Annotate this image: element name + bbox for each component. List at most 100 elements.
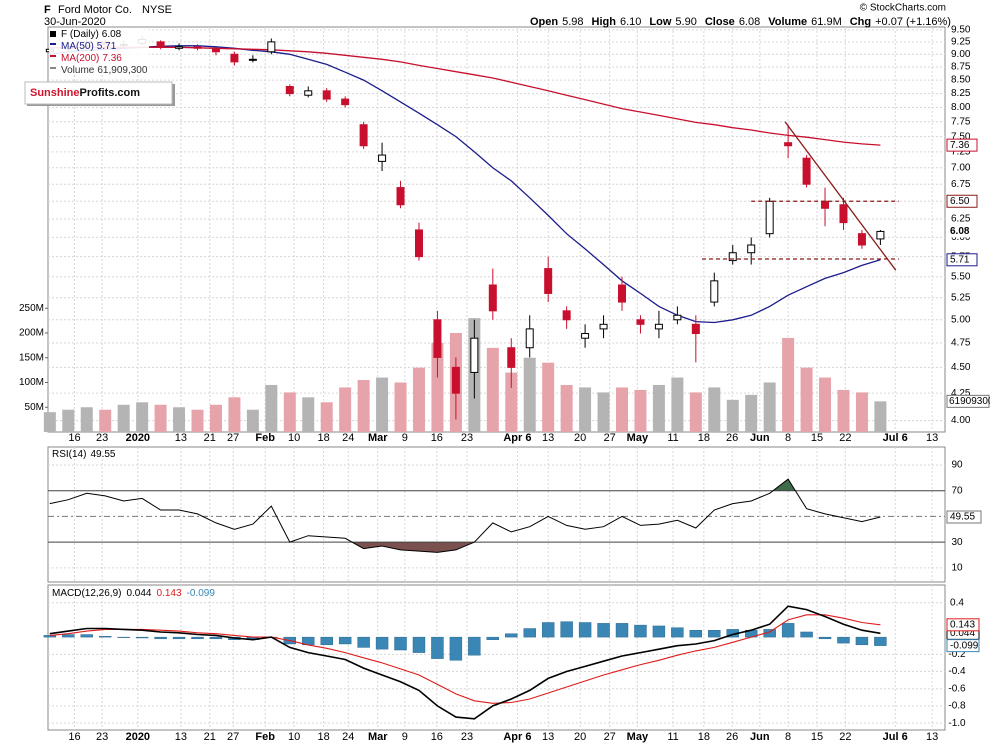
price-tag <box>946 194 978 208</box>
macd-histogram-bar <box>209 636 223 640</box>
x-tick-label: Mar <box>368 731 388 743</box>
macd-histogram-bar <box>597 623 610 638</box>
candle-body <box>378 154 387 162</box>
x-tick-label: Feb <box>255 432 275 444</box>
candle-body <box>654 323 663 330</box>
candle-body <box>765 200 774 235</box>
x-tick-label: 8 <box>785 731 791 743</box>
volume-tick-label: 50M <box>25 402 44 413</box>
x-tick-label: 16 <box>68 731 80 743</box>
macd-histogram-bar <box>634 624 647 638</box>
macd-histogram-bar <box>671 627 684 638</box>
rsi-tag <box>946 510 982 524</box>
macd-tick-label: 0.4 <box>950 597 964 608</box>
y-tick-label: 5.00 <box>951 314 971 325</box>
volume-bar <box>560 384 573 432</box>
stat-value: 6.10 <box>620 16 641 28</box>
y-tick-label: 7.00 <box>951 162 971 173</box>
volume-legend-icon <box>50 67 56 69</box>
x-tick-label: 18 <box>698 432 710 444</box>
volume-bar <box>782 337 795 432</box>
macd-line <box>49 605 881 720</box>
macd-histogram-bar <box>486 636 500 640</box>
x-tick-label: 24 <box>342 432 354 444</box>
volume-bar <box>671 377 684 432</box>
candle-body <box>876 230 885 240</box>
candle-body <box>285 86 294 95</box>
volume-bar <box>726 399 739 432</box>
x-tick-label: 13 <box>926 432 938 444</box>
macd-tag <box>946 639 980 653</box>
rsi-tick-label: 10 <box>951 562 963 573</box>
macd-tag-label: -0.099 <box>950 640 979 651</box>
x-tick-label: 23 <box>461 432 473 444</box>
volume-bar <box>339 387 352 432</box>
x-tick-label: Mar <box>368 432 388 444</box>
x-tick-label: 18 <box>317 731 329 743</box>
macd-histogram-bar <box>62 634 75 638</box>
x-tick-label: 13 <box>175 432 187 444</box>
volume-tick-label: 100M <box>19 377 44 388</box>
macd-histogram-bar <box>338 636 352 645</box>
rsi-tick-label: 90 <box>951 460 963 471</box>
x-tick-label: 13 <box>542 731 554 743</box>
y-tick-label: 4.00 <box>951 415 971 426</box>
price-tag <box>946 253 978 267</box>
candle-body <box>691 323 700 335</box>
volume-tick-label: 150M <box>19 352 44 363</box>
stat-value: 61.9M <box>811 16 842 28</box>
x-tick-label: 15 <box>811 731 823 743</box>
ma-legend-icon <box>50 43 56 45</box>
volume-bar <box>837 389 850 432</box>
candle-body <box>414 229 423 258</box>
candle-body <box>396 187 405 206</box>
volume-bar <box>320 402 333 432</box>
volume-bar <box>265 384 278 432</box>
y-tick-label: 4.75 <box>951 338 971 349</box>
candle-body <box>193 46 202 49</box>
volume-bar <box>246 409 259 432</box>
x-tick-label: Jun <box>750 731 770 743</box>
volume-tag-label: 61909300 <box>949 396 990 407</box>
candle-body <box>304 90 313 96</box>
candle-body <box>747 244 756 254</box>
legend-box <box>49 28 149 74</box>
exchange: NYSE <box>142 4 172 16</box>
volume-bar <box>136 402 149 432</box>
trend-line <box>784 121 897 271</box>
ma-legend-part: 7.36 <box>102 53 122 64</box>
candle-body <box>525 328 534 349</box>
price-tag-label: 7.36 <box>950 140 970 151</box>
y-tick-label: 4.25 <box>951 388 971 399</box>
x-tick-label: 11 <box>667 731 678 743</box>
y-tick-label: 5.25 <box>951 292 971 303</box>
y-tick-label: 8.50 <box>951 75 971 86</box>
x-tick-label: Apr 6 <box>503 731 531 743</box>
volume-bar <box>523 357 536 432</box>
candle-body <box>581 333 590 339</box>
macd-tag <box>946 618 980 632</box>
price-tag <box>946 138 978 152</box>
y-tick-label: 7.50 <box>951 131 971 142</box>
x-tick-label: 2020 <box>126 432 150 444</box>
ma-legend-icon <box>50 55 56 57</box>
ma-legend-part: MA(50) <box>61 41 94 52</box>
candle-body <box>267 41 276 53</box>
candle-body <box>784 142 793 147</box>
macd-histogram-bar <box>523 628 536 638</box>
macd-panel <box>47 584 946 731</box>
price-tag-label: 5.71 <box>950 254 970 265</box>
candle-body <box>857 233 866 246</box>
volume-bar <box>431 342 444 432</box>
x-tick-label: 9 <box>402 731 408 743</box>
macd-legend: MACD(12,26,9) 0.044 0.143 -0.099 <box>52 588 215 599</box>
stat-value: 6.08 <box>739 16 760 28</box>
x-tick-label: 9 <box>402 432 408 444</box>
volume-bar <box>616 387 629 432</box>
volume-bar <box>209 404 222 432</box>
macd-histogram-bar <box>818 636 832 640</box>
volume-bar <box>542 362 555 432</box>
macd-tick-label: -0.4 <box>948 666 966 677</box>
macd-histogram-bar <box>837 636 850 644</box>
